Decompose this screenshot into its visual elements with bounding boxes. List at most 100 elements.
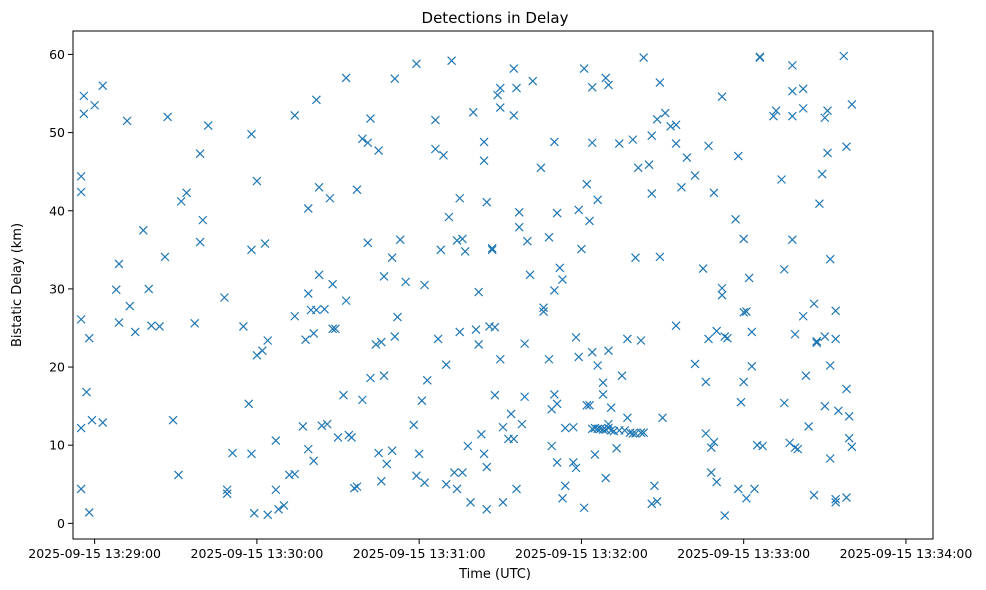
data-point bbox=[476, 429, 486, 439]
data-point bbox=[82, 387, 91, 397]
data-point bbox=[671, 120, 681, 130]
data-point bbox=[390, 74, 400, 84]
data-point bbox=[547, 441, 557, 451]
data-point bbox=[182, 188, 192, 198]
x-tick-label: 2025-09-15 13:29:00 bbox=[28, 546, 161, 561]
data-point bbox=[412, 471, 421, 481]
data-point bbox=[376, 337, 386, 347]
data-point bbox=[842, 142, 851, 152]
data-point bbox=[798, 103, 808, 113]
data-point bbox=[195, 149, 205, 159]
data-point bbox=[831, 494, 841, 504]
data-point bbox=[833, 406, 843, 416]
data-point bbox=[190, 318, 200, 328]
data-point bbox=[247, 245, 256, 255]
data-point bbox=[677, 182, 686, 192]
data-point bbox=[571, 463, 581, 473]
data-point bbox=[487, 245, 497, 255]
data-point bbox=[520, 339, 530, 349]
data-point bbox=[631, 253, 640, 263]
data-point bbox=[114, 318, 124, 327]
data-point bbox=[263, 510, 273, 520]
data-point bbox=[479, 156, 489, 166]
data-point bbox=[755, 52, 765, 62]
data-point bbox=[731, 214, 741, 224]
data-point bbox=[303, 289, 313, 299]
x-axis-label: Time (UTC) bbox=[458, 567, 531, 582]
data-point bbox=[579, 503, 589, 513]
data-point bbox=[449, 468, 459, 477]
y-axis-label: Bistatic Delay (km) bbox=[10, 223, 25, 347]
data-point bbox=[422, 375, 432, 385]
data-point bbox=[558, 275, 567, 284]
data-point bbox=[660, 108, 670, 118]
data-point bbox=[376, 476, 386, 486]
data-point bbox=[604, 346, 613, 356]
data-point bbox=[552, 457, 562, 467]
data-point bbox=[593, 195, 603, 205]
data-point bbox=[363, 138, 373, 148]
data-point bbox=[168, 415, 178, 425]
data-point bbox=[409, 420, 419, 430]
data-point bbox=[539, 303, 548, 313]
data-point bbox=[482, 197, 492, 207]
data-point bbox=[812, 336, 822, 346]
data-point bbox=[257, 346, 267, 356]
data-point bbox=[309, 329, 319, 338]
data-point bbox=[568, 457, 578, 467]
data-point bbox=[839, 51, 849, 61]
data-point bbox=[842, 384, 851, 394]
data-point bbox=[652, 114, 662, 124]
data-point bbox=[647, 499, 657, 509]
data-point bbox=[750, 484, 759, 494]
data-point bbox=[395, 235, 405, 245]
data-point bbox=[387, 253, 397, 263]
data-point bbox=[76, 171, 86, 181]
data-point bbox=[330, 324, 340, 334]
data-point bbox=[847, 442, 857, 452]
data-point bbox=[823, 106, 832, 116]
data-point bbox=[639, 428, 649, 438]
data-point bbox=[777, 175, 786, 184]
data-point bbox=[436, 245, 446, 255]
data-point bbox=[801, 371, 811, 381]
data-point bbox=[639, 53, 649, 62]
data-point bbox=[328, 324, 338, 334]
data-point bbox=[382, 459, 392, 469]
data-point bbox=[311, 305, 321, 315]
data-point bbox=[831, 334, 841, 344]
data-point bbox=[628, 429, 638, 438]
data-point bbox=[468, 107, 478, 117]
data-point bbox=[366, 114, 375, 123]
data-point bbox=[514, 222, 524, 232]
data-point bbox=[666, 121, 676, 131]
data-point bbox=[790, 329, 800, 339]
data-point bbox=[138, 225, 148, 235]
data-point bbox=[698, 264, 708, 274]
data-point bbox=[98, 81, 108, 91]
data-point bbox=[593, 361, 603, 370]
data-point bbox=[720, 511, 730, 520]
data-point bbox=[644, 160, 654, 170]
data-point bbox=[571, 332, 581, 342]
data-point bbox=[525, 270, 535, 280]
data-point bbox=[723, 333, 732, 343]
data-point bbox=[439, 150, 448, 160]
x-tick-label: 2025-09-15 13:34:00 bbox=[840, 546, 973, 561]
data-point bbox=[222, 485, 232, 495]
data-point bbox=[544, 354, 554, 364]
data-point bbox=[114, 259, 124, 269]
data-point bbox=[712, 326, 722, 336]
data-point bbox=[544, 232, 554, 242]
data-point bbox=[522, 236, 532, 246]
data-point bbox=[390, 332, 400, 342]
data-point bbox=[650, 481, 659, 491]
data-point bbox=[479, 137, 489, 147]
data-point bbox=[111, 285, 121, 295]
data-point bbox=[471, 325, 481, 334]
data-point bbox=[601, 73, 611, 83]
data-point bbox=[847, 100, 857, 109]
data-point bbox=[452, 236, 462, 245]
data-point bbox=[709, 188, 719, 198]
